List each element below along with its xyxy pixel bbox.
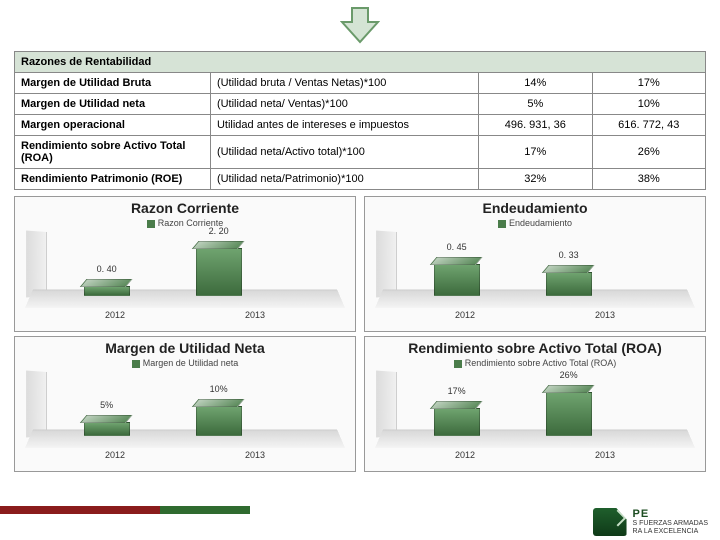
chart-panel: Razon CorrienteRazon Corriente0. 402. 20…: [14, 196, 356, 332]
chart-plot: 5% 10%: [45, 372, 325, 448]
chart-title: Endeudamiento: [365, 197, 705, 216]
chart-title: Margen de Utilidad Neta: [15, 337, 355, 356]
chart-legend: Rendimiento sobre Activo Total (ROA): [365, 356, 705, 372]
chart-legend: Endeudamiento: [365, 216, 705, 232]
logo: PE S FUERZAS ARMADAS RA LA EXCELENCIA: [593, 508, 708, 536]
chart-panel: Margen de Utilidad NetaMargen de Utilida…: [14, 336, 356, 472]
chart-title: Razon Corriente: [15, 197, 355, 216]
chart-title: Rendimiento sobre Activo Total (ROA): [365, 337, 705, 356]
bar-value-label: 0. 33: [546, 250, 592, 260]
bar-value-label: 0. 45: [434, 242, 480, 252]
chart-legend: Margen de Utilidad neta: [15, 356, 355, 372]
down-arrow: [0, 0, 720, 51]
table-row: Margen operacionalUtilidad antes de inte…: [15, 115, 706, 136]
arrow-down-icon: [340, 6, 380, 49]
table-header: Razones de Rentabilidad: [15, 52, 706, 73]
table-row: Rendimiento Patrimonio (ROE)(Utilidad ne…: [15, 169, 706, 190]
bar-value-label: 10%: [196, 384, 242, 394]
table-row: Margen de Utilidad Bruta(Utilidad bruta …: [15, 73, 706, 94]
profitability-table: Razones de RentabilidadMargen de Utilida…: [14, 51, 706, 190]
chart-legend: Razon Corriente: [15, 216, 355, 232]
chart-x-axis: 20122013: [45, 448, 325, 460]
bar-value-label: 26%: [546, 370, 592, 380]
chart-panel: EndeudamientoEndeudamiento 0. 45 0. 33 2012…: [364, 196, 706, 332]
bar-value-label: 0. 40: [84, 264, 130, 274]
charts-grid: Razon CorrienteRazon Corriente0. 402. 20…: [0, 196, 720, 472]
chart-plot: 0. 402. 20: [45, 232, 325, 308]
chart-panel: Rendimiento sobre Activo Total (ROA)Rend…: [364, 336, 706, 472]
chart-plot: 0. 45 0. 33: [395, 232, 675, 308]
table-row: Rendimiento sobre Activo Total (ROA)(Uti…: [15, 136, 706, 169]
chart-x-axis: 20122013: [395, 308, 675, 320]
logo-text: PE S FUERZAS ARMADAS RA LA EXCELENCIA: [633, 508, 708, 535]
chart-plot: 17% 26%: [395, 372, 675, 448]
chart-x-axis: 20122013: [45, 308, 325, 320]
bar-value-label: 5%: [84, 400, 130, 410]
logo-mark-icon: [593, 508, 627, 536]
bar-value-label: 2. 20: [196, 226, 242, 236]
bar-value-label: 17%: [434, 386, 480, 396]
chart-x-axis: 20122013: [395, 448, 675, 460]
table-row: Margen de Utilidad neta(Utilidad neta/ V…: [15, 94, 706, 115]
